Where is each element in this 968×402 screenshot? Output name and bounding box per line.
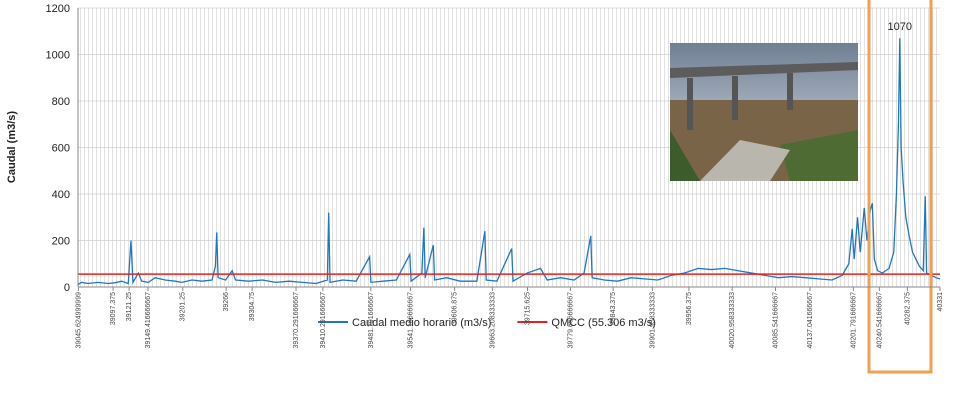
x-tick-label: 39843.375 (610, 292, 617, 325)
photo-pillars (687, 73, 793, 130)
legend-label: Caudal medio horario (m3/s) (352, 317, 491, 329)
x-tick-label: 39715.625 (525, 292, 532, 325)
x-tick-label: 40020.958333333 (729, 292, 736, 349)
x-tick-label: 40137.041666667 (807, 292, 814, 349)
y-tick-label: 600 (52, 143, 70, 155)
photo-path (700, 140, 790, 181)
x-tick-label: 39410.291666667 (320, 292, 327, 349)
y-tick-label: 1000 (46, 50, 70, 62)
annotation: 1070 (888, 21, 912, 33)
series-line (77, 38, 941, 286)
photo-inset (670, 43, 858, 181)
y-tick-label: 1200 (46, 3, 70, 15)
x-tick-label: 39663.208333333 (489, 292, 496, 349)
x-tick-label: 39901.958333333 (649, 292, 656, 349)
y-tick-label: 400 (52, 189, 70, 201)
x-tick-label: 39541.166666667 (408, 292, 415, 349)
x-tick-label: 39779.666666667 (567, 292, 574, 349)
x-tick-label: 40240.541666667 (876, 292, 883, 349)
x-tick-label: 39149.416666667 (145, 292, 152, 349)
x-tick-label: 40201.791666667 (850, 292, 857, 349)
y-tick-label: 200 (52, 236, 70, 248)
legend-label: QMCC (55.306 m3/s) (551, 317, 656, 329)
x-tick-label: 39956.375 (686, 292, 693, 325)
photo-grass (780, 130, 858, 181)
legend: Caudal medio horario (m3/s) QMCC (55.306 … (318, 317, 656, 329)
x-tick-label: 39097.375 (110, 292, 117, 325)
x-tick-label: 39304.75 (249, 292, 256, 321)
highlight-box (867, 0, 933, 374)
x-tick-label: 40282.375 (904, 292, 911, 325)
x-tick-label: 39045.624999999 (75, 292, 82, 349)
x-tick-label: 39606.875 (452, 292, 459, 325)
photo-bank (670, 130, 700, 181)
x-tick-label: 40331 (937, 292, 944, 312)
x-tick-label: 40085.541666667 (772, 292, 779, 349)
x-tick-label: 39370.291666667 (293, 292, 300, 349)
x-tick-label: 39481.791666667 (368, 292, 375, 349)
x-tick-label: 39201.25 (180, 292, 187, 321)
photo-bridge (670, 62, 858, 78)
x-tick-label: 39266 (223, 292, 230, 312)
y-tick-label: 800 (52, 96, 70, 108)
marks (77, 38, 941, 286)
y-tick-label: 0 (64, 282, 70, 294)
x-tick-label: 39121.25 (126, 292, 133, 321)
y-axis-label: Caudal (m3/s) (6, 111, 18, 183)
